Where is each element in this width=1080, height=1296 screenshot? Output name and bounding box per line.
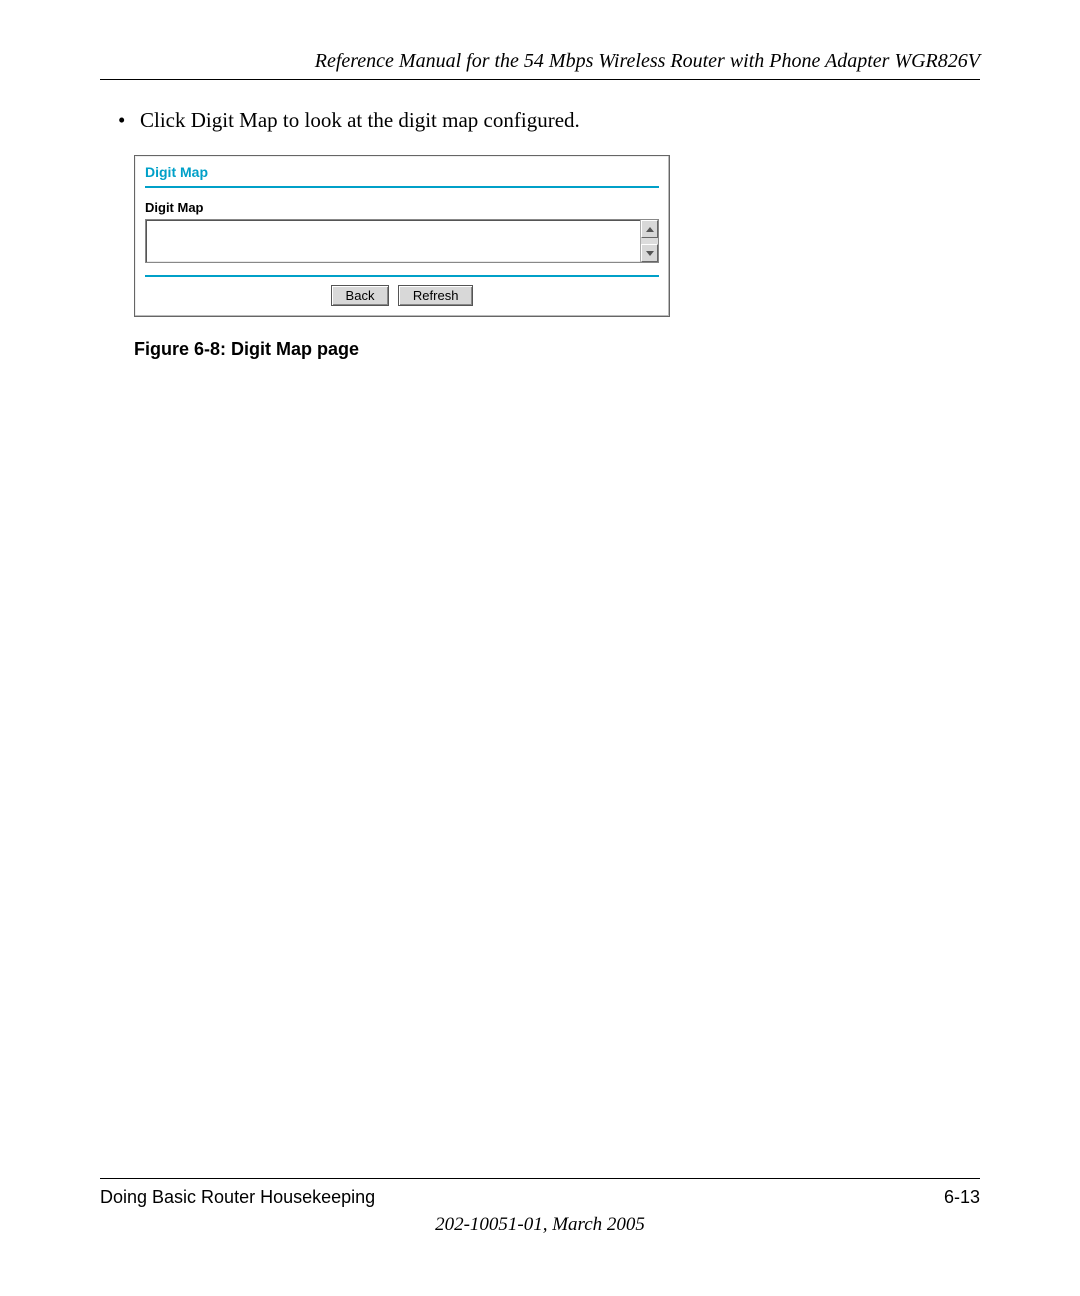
bullet-dot: • bbox=[118, 108, 140, 133]
scroll-up-button[interactable] bbox=[641, 220, 658, 238]
panel-button-row: Back Refresh bbox=[145, 285, 659, 306]
chevron-up-icon bbox=[646, 227, 654, 232]
back-button[interactable]: Back bbox=[331, 285, 390, 306]
refresh-button[interactable]: Refresh bbox=[398, 285, 474, 306]
figure-caption: Figure 6-8: Digit Map page bbox=[134, 339, 980, 360]
digit-map-panel: Digit Map Digit Map Back Refresh bbox=[134, 155, 670, 317]
textarea-scrollbar[interactable] bbox=[640, 220, 658, 262]
footer-row: Doing Basic Router Housekeeping 6-13 bbox=[100, 1187, 980, 1208]
panel-field-label: Digit Map bbox=[145, 200, 659, 215]
bullet-text: Click Digit Map to look at the digit map… bbox=[140, 108, 580, 133]
chevron-down-icon bbox=[646, 251, 654, 256]
textarea-body[interactable] bbox=[146, 220, 640, 262]
panel-divider-bottom bbox=[145, 275, 659, 277]
footer-rule bbox=[100, 1178, 980, 1179]
header-title: Reference Manual for the 54 Mbps Wireles… bbox=[315, 50, 980, 72]
figure-block: Digit Map Digit Map Back Refresh bbox=[134, 155, 980, 360]
page-footer: Doing Basic Router Housekeeping 6-13 202… bbox=[100, 1178, 980, 1236]
digit-map-textarea[interactable] bbox=[145, 219, 659, 263]
scroll-down-button[interactable] bbox=[641, 244, 658, 262]
footer-doc-id: 202-10051-01, March 2005 bbox=[100, 1214, 980, 1236]
panel-divider-top bbox=[145, 186, 659, 188]
page-header: Reference Manual for the 54 Mbps Wireles… bbox=[100, 50, 980, 80]
panel-title: Digit Map bbox=[145, 164, 659, 180]
bullet-item: • Click Digit Map to look at the digit m… bbox=[118, 108, 980, 133]
footer-section: Doing Basic Router Housekeeping bbox=[100, 1187, 375, 1208]
footer-page-number: 6-13 bbox=[944, 1187, 980, 1208]
manual-page: Reference Manual for the 54 Mbps Wireles… bbox=[0, 0, 1080, 1296]
